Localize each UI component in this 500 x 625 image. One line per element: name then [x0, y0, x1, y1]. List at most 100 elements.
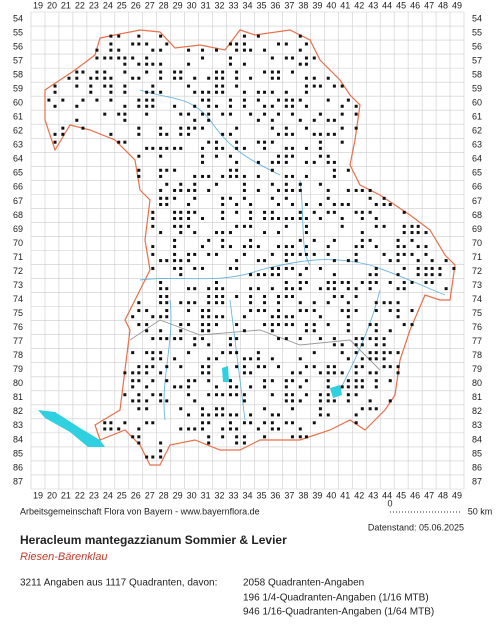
- record-marker: [270, 182, 274, 186]
- record-marker: [256, 140, 260, 144]
- record-marker: [75, 76, 79, 80]
- x-label: 30: [187, 490, 197, 500]
- record-marker: [214, 393, 218, 397]
- record-marker: [277, 160, 281, 164]
- record-marker: [235, 393, 239, 397]
- record-marker: [263, 385, 267, 389]
- x-label: 19: [33, 0, 43, 10]
- record-marker: [388, 259, 392, 263]
- record-marker: [221, 245, 225, 249]
- record-marker: [284, 56, 288, 60]
- record-marker: [396, 301, 400, 305]
- record-marker: [165, 287, 169, 291]
- record-marker: [318, 132, 322, 136]
- record-marker: [221, 435, 225, 439]
- record-marker: [145, 309, 149, 313]
- record-marker: [173, 357, 177, 361]
- record-marker: [290, 146, 294, 150]
- x-label: 36: [270, 490, 280, 500]
- record-marker: [165, 259, 169, 263]
- record-marker: [396, 309, 400, 313]
- record-marker: [221, 315, 225, 319]
- record-marker: [332, 399, 336, 403]
- summary: 3211 Angaben aus 1117 Quadranten, davon:: [20, 578, 217, 589]
- record-marker: [137, 399, 141, 403]
- record-marker: [256, 351, 260, 355]
- record-marker: [179, 266, 183, 270]
- record-marker: [187, 62, 191, 66]
- record-marker: [207, 112, 211, 116]
- y-label: 54: [13, 13, 23, 23]
- record-marker: [221, 174, 225, 178]
- record-marker: [242, 252, 246, 256]
- record-marker: [207, 393, 211, 397]
- record-marker: [249, 202, 253, 206]
- record-marker: [326, 196, 330, 200]
- record-marker: [354, 309, 358, 313]
- record-marker: [424, 245, 428, 249]
- record-marker: [151, 62, 155, 66]
- record-marker: [270, 104, 274, 108]
- record-marker: [396, 315, 400, 319]
- record-marker: [109, 42, 113, 46]
- record-marker: [332, 280, 336, 284]
- record-marker: [270, 76, 274, 80]
- record-marker: [270, 287, 274, 291]
- record-marker: [304, 224, 308, 228]
- record-marker: [187, 210, 191, 214]
- record-marker: [402, 287, 406, 291]
- x-label: 36: [270, 0, 280, 10]
- record-marker: [284, 90, 288, 94]
- record-marker: [410, 280, 414, 284]
- record-marker: [360, 365, 364, 369]
- record-marker: [221, 70, 225, 74]
- record-marker: [416, 259, 420, 263]
- record-marker: [277, 154, 281, 158]
- record-marker: [235, 266, 239, 270]
- record-marker: [354, 365, 358, 369]
- record-marker: [103, 56, 107, 60]
- record-marker: [284, 385, 288, 389]
- record-marker: [235, 441, 239, 445]
- record-marker: [201, 266, 205, 270]
- record-marker: [242, 42, 246, 46]
- record-marker: [346, 259, 350, 263]
- record-marker: [298, 371, 302, 375]
- record-marker: [340, 202, 344, 206]
- record-marker: [354, 351, 358, 355]
- y-label: 87: [472, 476, 482, 486]
- record-marker: [340, 385, 344, 389]
- record-marker: [221, 295, 225, 299]
- y-label: 59: [13, 84, 23, 94]
- record-marker: [354, 245, 358, 249]
- record-marker: [187, 84, 191, 88]
- y-label: 77: [472, 336, 482, 346]
- record-marker: [402, 280, 406, 284]
- record-marker: [284, 399, 288, 403]
- record-marker: [346, 315, 350, 319]
- x-label: 41: [340, 490, 350, 500]
- record-marker: [179, 273, 183, 277]
- record-marker: [207, 287, 211, 291]
- record-marker: [165, 365, 169, 369]
- x-label: 49: [452, 0, 462, 10]
- record-marker: [75, 118, 79, 122]
- record-marker: [179, 301, 183, 305]
- record-marker: [201, 90, 205, 94]
- record-marker: [277, 98, 281, 102]
- record-marker: [346, 287, 350, 291]
- record-marker: [207, 371, 211, 375]
- record-marker: [368, 399, 372, 403]
- record-marker: [374, 224, 378, 228]
- record-marker: [228, 231, 232, 235]
- record-marker: [159, 455, 163, 459]
- record-marker: [235, 210, 239, 214]
- record-marker: [312, 309, 316, 313]
- record-marker: [173, 76, 177, 80]
- record-marker: [242, 196, 246, 200]
- record-marker: [277, 217, 281, 221]
- record-marker: [123, 104, 127, 108]
- record-marker: [207, 413, 211, 417]
- record-marker: [81, 70, 85, 74]
- record-marker: [360, 407, 364, 411]
